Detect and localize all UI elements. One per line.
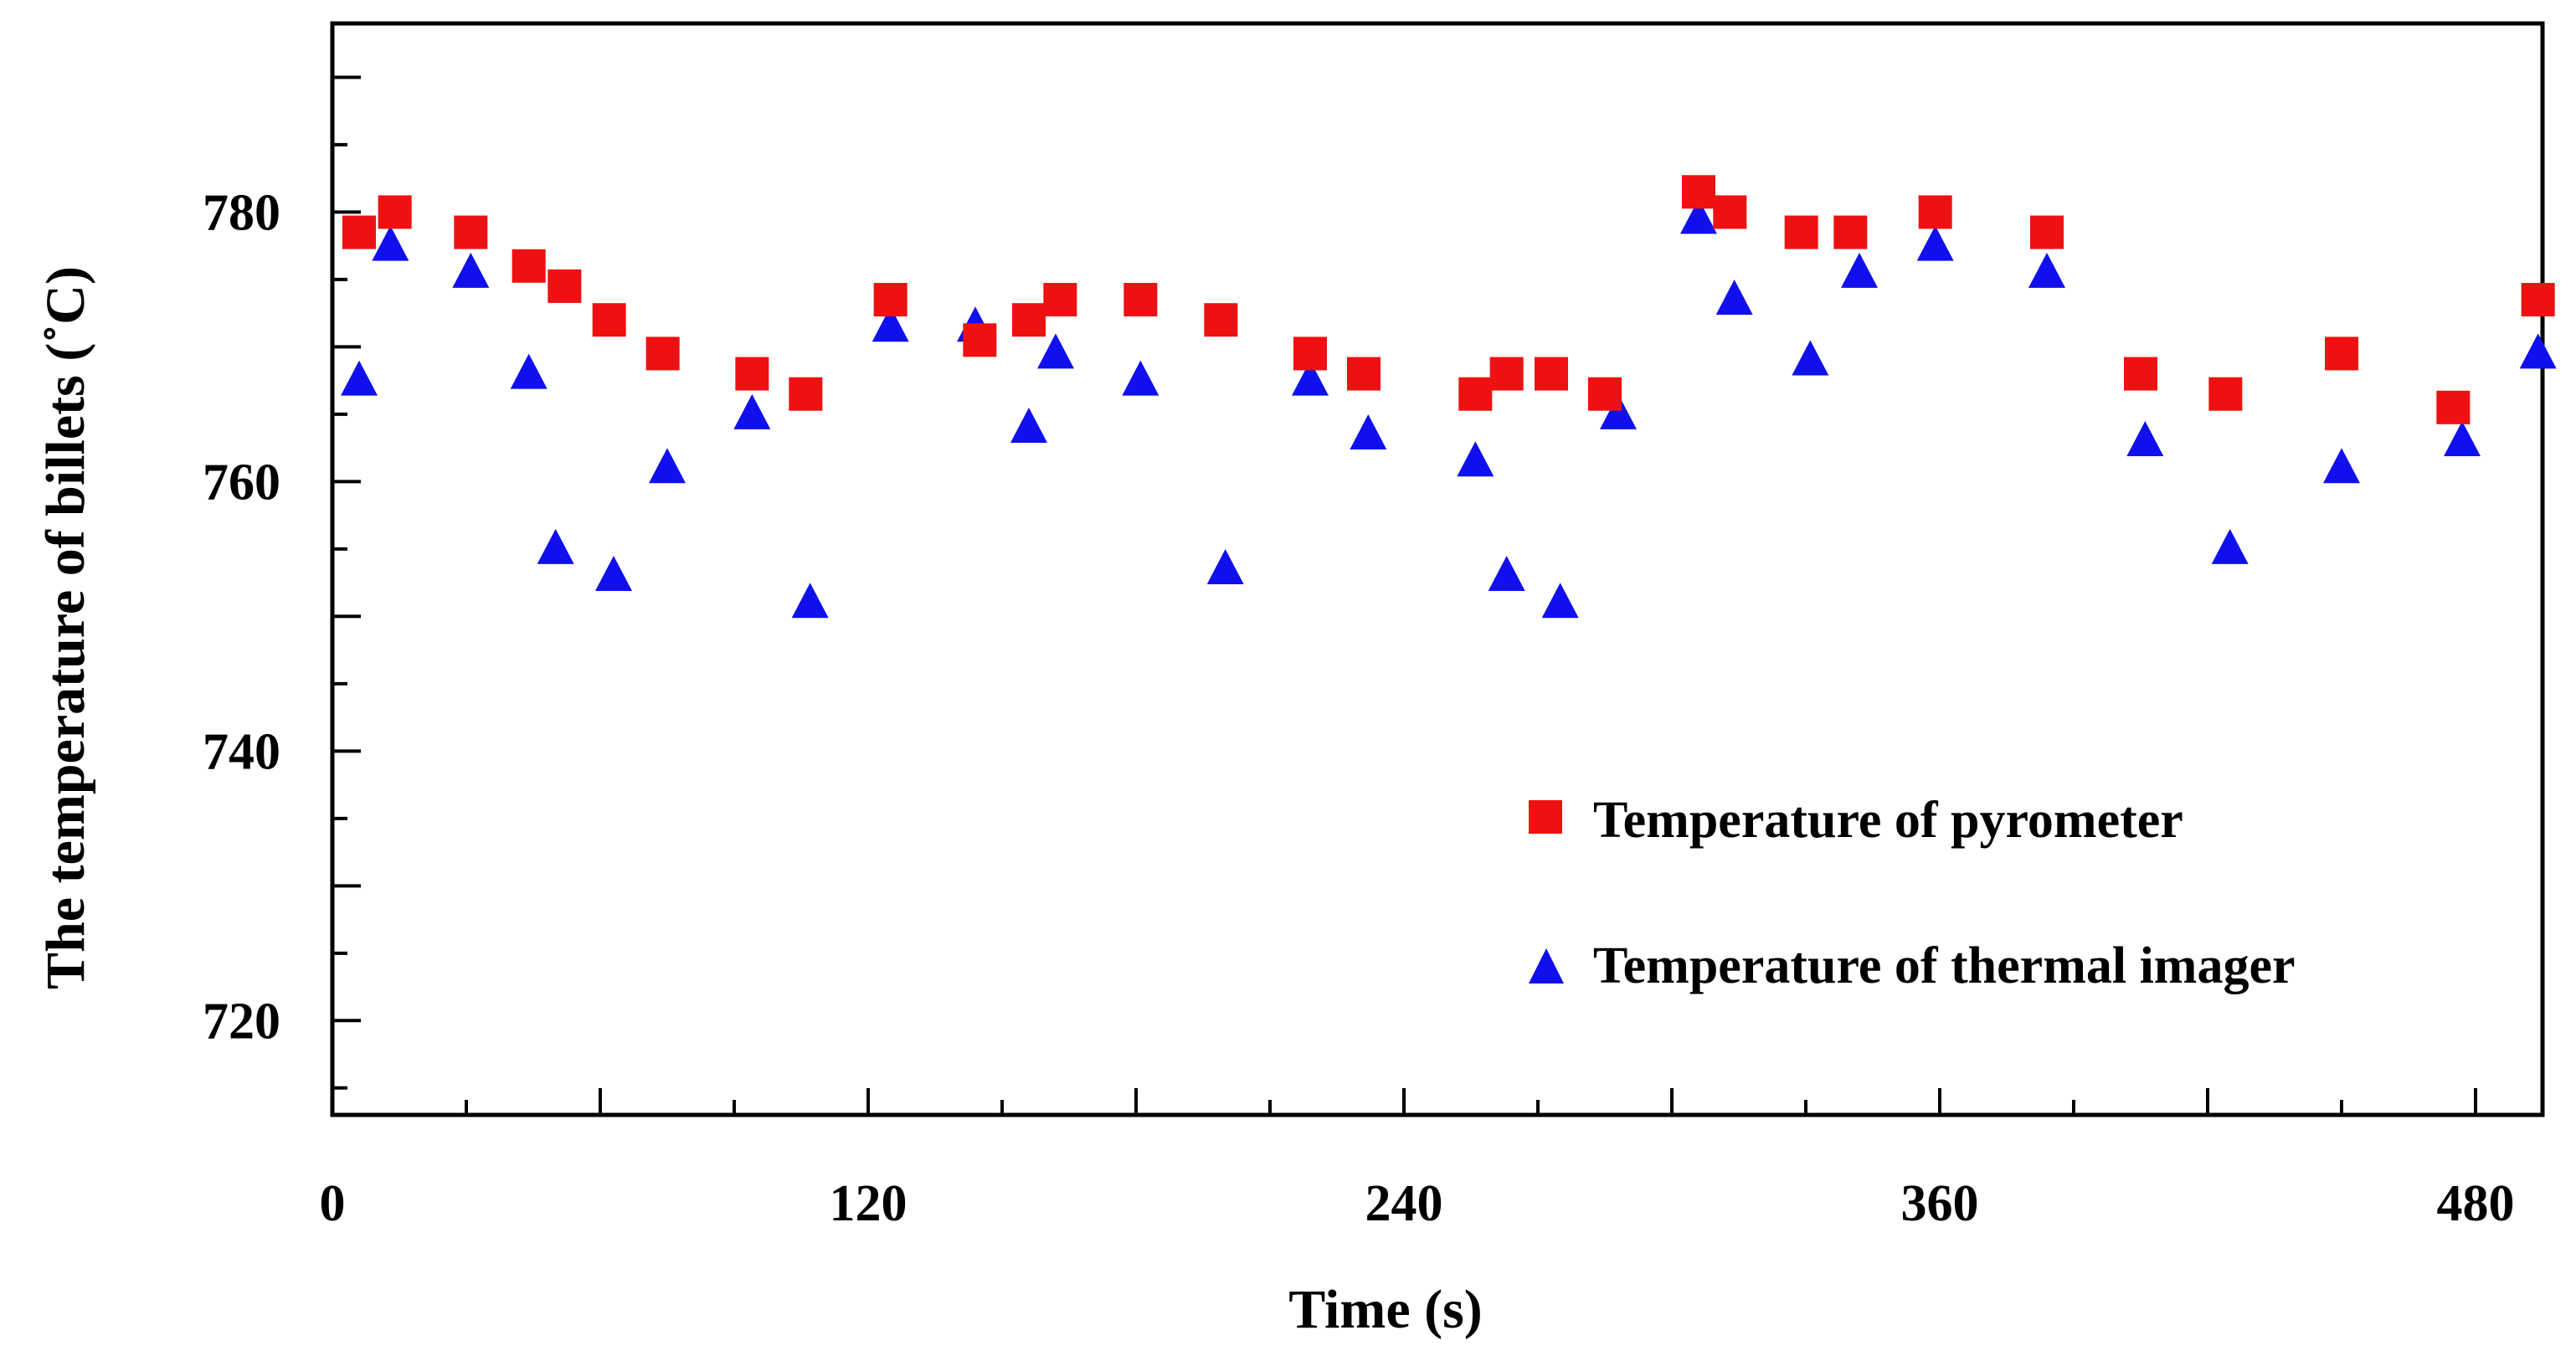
pyrometer-point xyxy=(454,215,488,249)
thermal-imager-point xyxy=(537,528,574,564)
data-series xyxy=(341,175,2557,619)
thermal-imager-point xyxy=(1350,414,1387,450)
legend-thermal-imager-label: Temperature of thermal imager xyxy=(1593,937,2295,994)
thermal-imager-point xyxy=(1541,583,1579,619)
y-tick-label: 720 xyxy=(203,993,280,1050)
pyrometer-point xyxy=(592,303,626,337)
pyrometer-point xyxy=(2325,336,2358,371)
thermal-imager-point xyxy=(1715,280,1753,316)
thermal-imager-point xyxy=(1792,340,1829,376)
thermal-imager-point xyxy=(1680,198,1717,234)
thermal-imager-point xyxy=(733,393,771,429)
thermal-imager-point xyxy=(1841,252,1878,288)
pyrometer-point xyxy=(1204,303,1238,337)
thermal-imager-point xyxy=(1292,360,1329,396)
pyrometer-point xyxy=(342,215,376,249)
thermal-imager-point xyxy=(1206,549,1244,584)
pyrometer-point xyxy=(1347,357,1381,391)
pyrometer-point xyxy=(1535,357,1568,391)
pyrometer-point xyxy=(963,323,997,357)
legend: Temperature of pyrometer Temperature of … xyxy=(1529,792,2295,994)
pyrometer-point xyxy=(2124,357,2157,391)
thermal-imager-point xyxy=(2211,528,2249,564)
pyrometer-point xyxy=(735,357,769,391)
x-tick-label: 240 xyxy=(1365,1175,1443,1232)
pyrometer-point xyxy=(2030,215,2064,249)
thermal-imager-point xyxy=(372,225,409,261)
thermal-imager-point xyxy=(2444,421,2481,457)
tick-labels: 0 120 240 360 480 720 740 760 780 xyxy=(203,184,2515,1232)
thermal-imager-point xyxy=(341,360,378,396)
thermal-imager-point xyxy=(510,353,548,389)
pyrometer-point xyxy=(1458,377,1493,411)
pyrometer-point xyxy=(1682,175,1715,209)
thermal-imager-point xyxy=(1600,393,1637,429)
pyrometer-point xyxy=(1833,215,1868,249)
pyrometer-point xyxy=(512,249,546,283)
thermal-imager-point xyxy=(1037,333,1074,369)
thermal-imager-point xyxy=(2028,252,2065,288)
pyrometer-point xyxy=(548,269,582,303)
x-tick-label: 120 xyxy=(830,1175,908,1232)
pyrometer-point xyxy=(1588,377,1622,411)
pyrometer-point xyxy=(789,377,823,411)
pyrometer-series xyxy=(342,175,2555,424)
pyrometer-point xyxy=(873,283,908,317)
pyrometer-point xyxy=(1713,195,1747,229)
thermal-imager-point xyxy=(649,448,686,484)
y-tick-label: 760 xyxy=(203,454,280,511)
thermal-imager-point xyxy=(2519,333,2557,369)
y-tick-label: 780 xyxy=(203,184,280,241)
pyrometer-point xyxy=(1123,283,1158,317)
x-tick-label: 360 xyxy=(1901,1175,1979,1232)
pyrometer-point xyxy=(645,336,680,371)
pyrometer-point xyxy=(1043,283,1077,317)
plot-area-frame xyxy=(330,21,2545,1117)
thermal-imager-point xyxy=(2323,448,2360,484)
thermal-imager-point xyxy=(1916,225,1954,261)
pyrometer-point xyxy=(1293,336,1327,371)
thermal-imager-point xyxy=(1010,407,1047,443)
x-tick-label: 480 xyxy=(2437,1175,2515,1232)
thermal-imager-point xyxy=(1122,360,1159,396)
y-axis-title: The temperature of billets (˚C) xyxy=(35,266,96,989)
pyrometer-point xyxy=(1489,357,1524,391)
thermal-imager-point xyxy=(872,306,909,342)
thermal-imager-point xyxy=(791,583,829,619)
thermal-imager-point xyxy=(1488,556,1525,592)
pyrometer-point xyxy=(1918,195,1952,229)
axis-ticks xyxy=(331,75,2477,1115)
thermal-imager-point xyxy=(595,556,632,592)
x-axis-title: Time (s) xyxy=(1288,1279,1483,1340)
pyrometer-point xyxy=(1784,215,1818,249)
thermal-imager-point xyxy=(2126,421,2164,457)
pyrometer-point xyxy=(2436,390,2471,424)
thermal-imager-point xyxy=(1457,441,1494,477)
legend-pyrometer-label: Temperature of pyrometer xyxy=(1593,792,2183,849)
y-tick-label: 740 xyxy=(203,723,280,780)
legend-thermal-imager-marker xyxy=(1529,948,1564,984)
legend-pyrometer-marker xyxy=(1529,800,1562,834)
pyrometer-point xyxy=(1012,303,1046,337)
pyrometer-point xyxy=(378,195,412,229)
x-tick-label: 0 xyxy=(320,1175,346,1232)
pyrometer-point xyxy=(2521,283,2555,317)
thermal-imager-point xyxy=(452,252,490,288)
pyrometer-point xyxy=(2208,377,2243,411)
